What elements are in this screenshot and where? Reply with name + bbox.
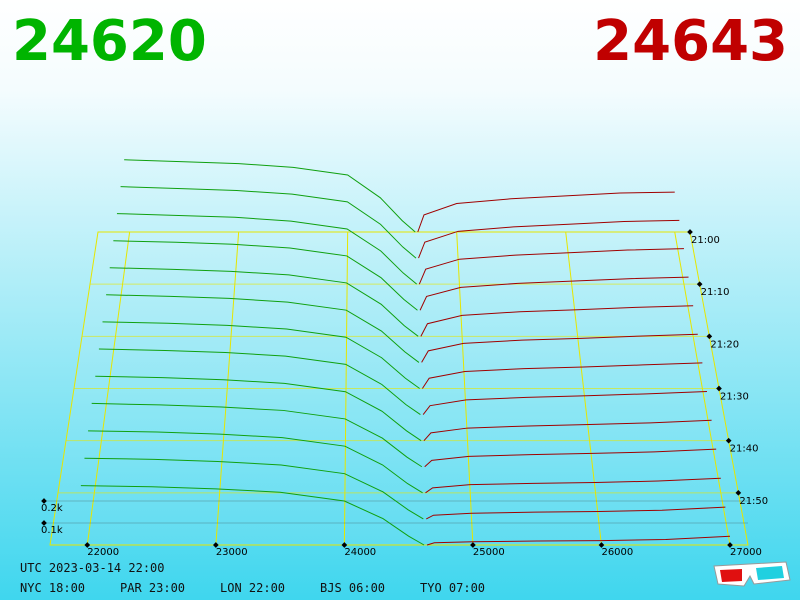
depth-tick	[41, 520, 47, 526]
price-tick	[84, 542, 91, 548]
ask-depth-line	[418, 248, 684, 285]
time-tick-label: 21:30	[720, 392, 749, 403]
bid-depth-line	[106, 294, 420, 363]
ask-depth-line	[426, 506, 726, 520]
bid-depth-line	[116, 213, 418, 285]
ask-price: 24643	[593, 9, 788, 74]
time-tick-label: 21:50	[739, 496, 768, 507]
ask-depth-line	[420, 305, 694, 337]
clocks: NYC 18:00 PAR 23:00 LON 22:00 BJS 06:00 TYO …	[20, 581, 485, 595]
utc-time: UTC 2023-03-14 22:00	[20, 561, 165, 575]
bid-depth-line	[80, 485, 425, 546]
price-tick	[212, 542, 219, 548]
depth-tick-label: 0.1k	[41, 525, 63, 536]
city-time: TYO 07:00	[420, 581, 485, 595]
time-tick	[706, 333, 713, 340]
plot: 22000 23000 24000 25000 26000 27000 21:00 21:10…	[41, 159, 768, 558]
ask-depth-line	[425, 477, 721, 494]
price-tick	[727, 542, 733, 548]
price-tick-label: 25000	[473, 547, 505, 558]
ask-depth-line	[422, 391, 707, 415]
time-tick	[735, 490, 742, 496]
ask-depth-line	[424, 448, 717, 468]
ask-depth-line	[423, 419, 712, 442]
time-tick	[687, 229, 693, 235]
price-tick-label: 23000	[216, 547, 248, 558]
bid-depth-line	[91, 402, 423, 468]
bid-depth-line	[113, 240, 418, 311]
price-tick-label: 22000	[87, 547, 119, 558]
price-tick-label: 26000	[601, 547, 633, 558]
bid-depth-line	[88, 430, 423, 494]
3d-glasses-icon[interactable]	[713, 561, 791, 587]
ask-depth-line	[417, 191, 675, 233]
city-time: LON 22:00	[220, 581, 285, 595]
price-tick	[341, 542, 348, 548]
time-tick-label: 21:00	[691, 235, 720, 246]
ask-depth-line	[421, 362, 703, 389]
price-tick-label: 27000	[730, 547, 762, 558]
ask-depth-line	[421, 333, 698, 363]
bid-price: 24620	[12, 9, 207, 74]
time-tick	[696, 281, 703, 287]
city-time: PAR 23:00	[120, 581, 185, 595]
bid-depth-line	[109, 267, 419, 337]
bid-depth-line	[98, 348, 421, 415]
time-tick	[716, 385, 722, 392]
time-tick-label: 21:20	[710, 339, 739, 350]
price-tick	[598, 542, 605, 548]
ask-depth-line	[426, 535, 731, 546]
ask-depth-line	[418, 219, 680, 259]
bid-depth-line	[102, 321, 420, 389]
time-tick	[725, 437, 732, 444]
price-tick-label: 24000	[344, 547, 376, 558]
bid-depth-line	[84, 457, 424, 520]
bid-depth-line	[95, 375, 422, 442]
city-time: NYC 18:00	[20, 581, 85, 595]
bid-depth-line	[124, 159, 416, 233]
time-tick-label: 21:10	[701, 287, 730, 298]
time-tick-label: 21:40	[730, 444, 759, 455]
ask-depth-line	[419, 276, 689, 311]
city-time: BJS 06:00	[320, 581, 385, 595]
depth-tick-label: 0.2k	[41, 503, 63, 514]
price-tick	[470, 542, 476, 548]
bid-depth-line	[120, 186, 417, 259]
